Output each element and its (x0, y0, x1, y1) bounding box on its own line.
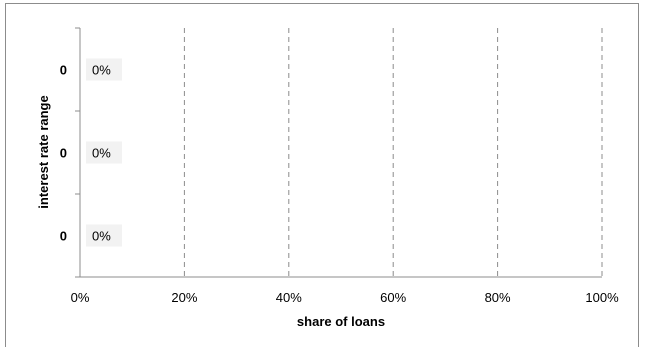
gridlines (183, 28, 603, 277)
data-label-background (86, 58, 122, 81)
data-label-background (86, 141, 122, 164)
data-label: 0% (92, 229, 111, 244)
x-axis-title: share of loans (297, 314, 385, 329)
x-tick-label: 0% (71, 290, 90, 305)
chart-frame (5, 3, 639, 347)
x-tick-label: 40% (276, 290, 302, 305)
y-axis-title: interest rate range (36, 95, 51, 208)
axes (75, 27, 602, 278)
x-tick-labels: 0% 20% 40% 60% 80% 100% (71, 290, 619, 305)
category-labels: 0 0 0 (60, 63, 67, 244)
data-label: 0% (92, 63, 111, 78)
x-tick-label: 100% (585, 290, 619, 305)
data-label: 0% (92, 146, 111, 161)
x-tick-label: 20% (171, 290, 197, 305)
data-labels: 0% 0% 0% (86, 58, 122, 247)
category-label: 0 (60, 146, 67, 161)
data-label-background (86, 224, 122, 247)
category-label: 0 (60, 63, 67, 78)
category-label: 0 (60, 229, 67, 244)
x-tick-label: 80% (485, 290, 511, 305)
x-tick-label: 60% (380, 290, 406, 305)
